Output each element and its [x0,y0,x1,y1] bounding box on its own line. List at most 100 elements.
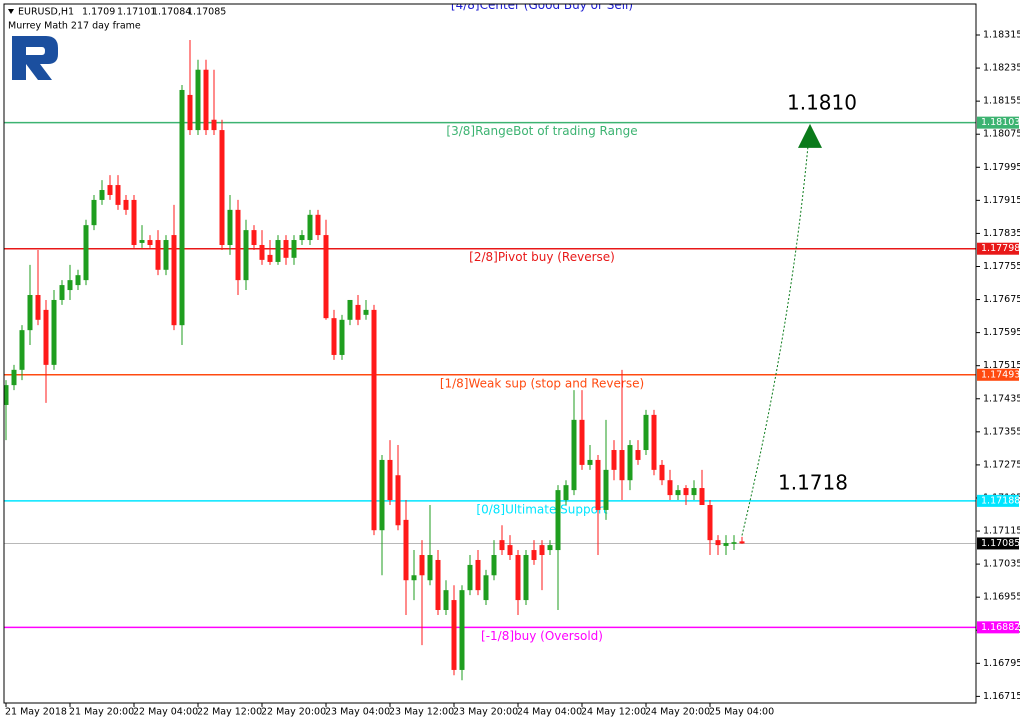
candle-body [619,450,625,481]
candle-body [715,540,721,546]
candle-body [739,541,745,544]
level-price-box [977,368,1019,381]
candle-body [659,464,665,481]
candle-body [563,485,569,501]
candle-body [99,190,105,200]
level-price-box [977,494,1019,507]
x-tick-label: 21 May 2018 [5,707,67,718]
menu-icon [8,9,14,14]
candle-body [627,445,633,481]
candle-body [283,240,289,258]
y-tick-label: 1.16715 [983,691,1020,702]
candle-body [155,240,161,270]
y-tick-label: 1.17595 [983,327,1020,338]
candle-body [723,543,729,546]
y-tick-label: 1.16955 [983,592,1020,603]
x-tick-label: 23 May 20:00 [453,707,518,718]
candle-body [467,564,473,591]
candle-body [51,299,57,365]
candle-body [507,545,513,556]
plot-area: [4/8]Center (Good Buy or Sell) [3/8]Range… [4,0,976,681]
candle-body [515,555,521,601]
candle-body [683,488,689,496]
candle-body [179,89,185,326]
candle-body [531,550,537,560]
candle-body [331,318,337,355]
candle-body [107,185,113,195]
candle-body [67,280,73,291]
ohlc-high: 1.17101 [117,7,156,18]
candle-body [635,450,641,460]
level-price-box [977,116,1019,129]
candle-body [603,469,609,510]
ohlc-close: 1.17085 [187,7,226,18]
x-tick-label: 24 May 20:00 [645,707,710,718]
y-tick-label: 1.16795 [983,658,1020,669]
plot-border [3,3,977,704]
candle-body [475,559,481,591]
candle-body [643,414,649,451]
y-tick-label: 1.17995 [983,162,1020,173]
candle-body [211,119,217,131]
level-price-box [977,242,1019,255]
candle-body [419,555,425,576]
y-tick-label: 1.17275 [983,459,1020,470]
x-tick-label: 22 May 12:00 [197,707,262,718]
y-tick-label: 1.18155 [983,96,1020,107]
candle-body [35,295,41,320]
candle-body [299,235,305,241]
candle-body [571,419,577,491]
level-label: [3/8]RangeBot of trading Range [446,124,637,138]
candle-body [555,490,561,551]
x-tick-label: 22 May 20:00 [261,707,326,718]
level-label: [-1/8]buy (Oversold) [481,629,603,643]
level-label: [4/8]Center (Good Buy or Sell) [451,0,633,12]
candle-body [651,414,657,470]
annotation: 1.1718 [778,471,848,495]
candle-body [11,369,17,386]
candle-body [491,555,497,576]
logo [12,36,58,80]
ohlc-open: 1.1709 [82,7,115,18]
candle-body [339,319,345,355]
ohlc-low: 1.17084 [152,7,191,18]
y-tick-label: 1.18075 [983,129,1020,140]
candle-body [539,545,545,556]
candle-body [595,459,601,510]
forecast-arrow-head [798,123,822,148]
candle-body [403,519,409,581]
symbol: EURUSD,H1 [18,7,74,18]
candle-body [147,240,153,245]
candle-body [691,488,697,496]
candle-body [307,214,313,241]
y-tick-label: 1.17355 [983,426,1020,437]
candle-body [363,309,369,315]
level-label: [1/8]Weak sup (stop and Reverse) [440,376,644,390]
candle-body [227,209,233,245]
x-tick-label: 24 May 12:00 [581,707,646,718]
candle-body [483,575,489,601]
level-price: 1.18103 [981,117,1020,128]
y-tick-label: 1.17035 [983,559,1020,570]
y-tick-label: 1.17515 [983,360,1020,371]
candle-body [675,490,681,496]
candle-body [427,555,433,581]
candle-body [611,450,617,470]
candle-body [219,130,225,245]
candle-body [259,244,265,260]
annotation: 1.1810 [787,90,857,114]
level-label: [2/8]Pivot buy (Reverse) [469,250,615,264]
candle-body [699,488,705,505]
y-tick-label: 1.18315 [983,30,1020,41]
candle-body [387,459,393,501]
candle-body [187,94,193,131]
candle-body [547,545,553,551]
candle-body [443,590,449,610]
candle-body [435,559,441,610]
forecast-arrow-line [741,145,809,536]
level-price-box [977,621,1019,634]
x-tick-label: 24 May 04:00 [517,707,582,718]
candle-body [371,309,377,531]
candle-body [451,600,457,670]
candle-body [347,299,353,320]
